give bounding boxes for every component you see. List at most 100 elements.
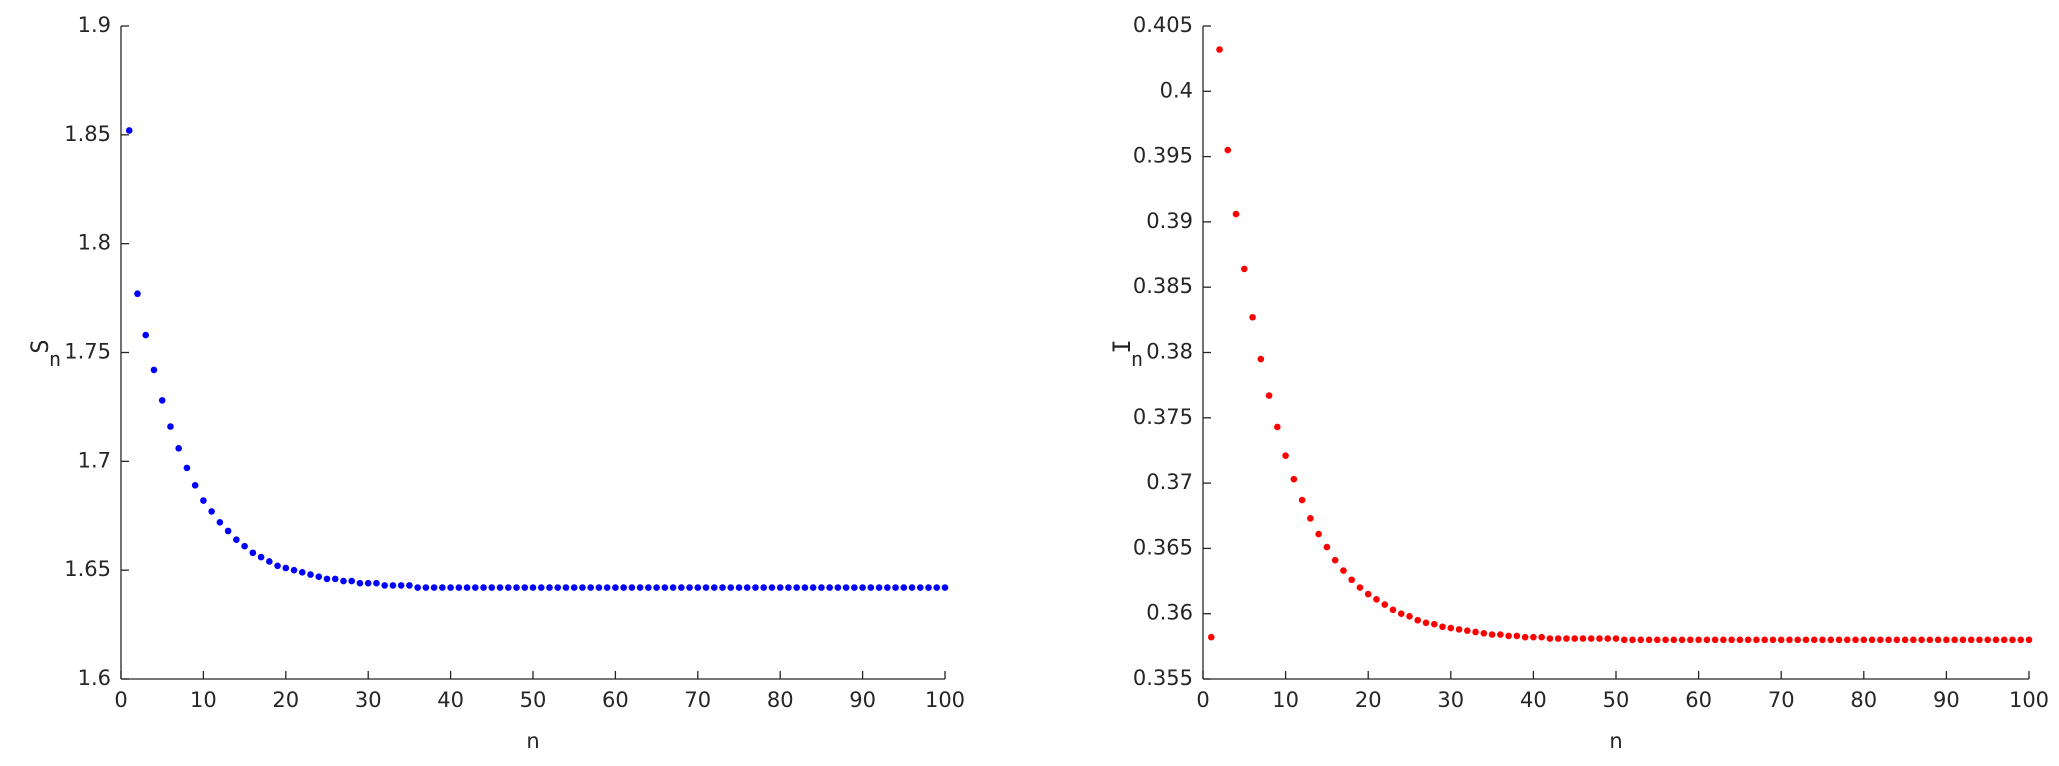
point [348, 577, 356, 585]
point [323, 575, 331, 583]
x-tick-label: 100 [925, 688, 965, 712]
point [488, 584, 496, 591]
point [1447, 624, 1455, 632]
point [1587, 635, 1595, 642]
point [801, 584, 809, 591]
y-tick-label: 0.38 [1146, 340, 1193, 364]
point [1620, 636, 1628, 644]
point [1224, 146, 1232, 154]
point [1703, 636, 1711, 644]
point [414, 584, 421, 591]
point [1513, 632, 1521, 640]
chart: 1.6 1.65 1.7 1.75 1.8 1.85 1.9 0 10 20 30 40 50 60 70 8… [26, 13, 965, 753]
x-axis-label: n [1609, 729, 1622, 753]
chart: 0.355 0.36 0.365 0.37 0.375 0.38 0.385 0.39 0.39… [1108, 13, 2049, 753]
y-tick-label: 1.65 [64, 557, 111, 581]
point [1860, 636, 1868, 644]
point [908, 584, 916, 591]
point [1546, 635, 1554, 642]
point [546, 584, 553, 591]
point [1868, 636, 1876, 644]
point [587, 584, 594, 591]
point [1835, 636, 1843, 644]
point [1819, 636, 1826, 644]
point [521, 584, 529, 591]
y-tick-label: 0.405 [1133, 13, 1193, 37]
x-tick-label: 0 [1196, 688, 1209, 712]
x-tick-label: 10 [190, 688, 217, 712]
point [249, 549, 257, 557]
point [430, 584, 438, 591]
point [776, 584, 784, 591]
point [274, 562, 281, 570]
point [562, 584, 570, 591]
point [1579, 635, 1587, 642]
point [158, 397, 166, 404]
point [480, 584, 487, 591]
point [183, 464, 191, 472]
x-tick-label: 60 [1685, 688, 1712, 712]
point [125, 127, 133, 134]
point [603, 584, 611, 591]
point [1720, 636, 1727, 644]
x-axis-label: n [526, 729, 539, 753]
x-tick-label: 40 [1520, 688, 1547, 712]
point [678, 584, 685, 591]
point [331, 575, 339, 583]
point [1274, 423, 1281, 431]
y-axis-label-subscript: n [49, 347, 61, 371]
point [364, 579, 372, 587]
point [389, 582, 397, 589]
point [595, 584, 603, 591]
point [282, 564, 290, 572]
point [1728, 636, 1735, 644]
point [1323, 543, 1331, 551]
point [1455, 626, 1463, 633]
point [463, 584, 471, 591]
point [867, 584, 875, 591]
point [1786, 636, 1793, 644]
x-tick-label: 80 [767, 688, 794, 712]
point [743, 584, 751, 591]
point [1430, 620, 1438, 628]
point [1232, 210, 1240, 218]
point [620, 584, 627, 591]
point [1422, 619, 1430, 627]
y-axis-label-subscript: n [1131, 347, 1143, 371]
point [1290, 475, 1298, 483]
point [1604, 635, 1612, 642]
point [768, 584, 776, 591]
point [1645, 636, 1653, 644]
point [1563, 635, 1570, 642]
point [422, 584, 430, 591]
point [257, 553, 265, 561]
point [439, 584, 446, 591]
y-tick-label: 0.365 [1133, 535, 1193, 559]
x-tick-label: 50 [1603, 688, 1630, 712]
point [1827, 636, 1835, 644]
point [661, 584, 669, 591]
point [1893, 636, 1901, 644]
point [1794, 636, 1802, 644]
point [1670, 636, 1678, 644]
point [941, 584, 949, 591]
point [1976, 636, 1983, 644]
x-tick-label: 90 [849, 688, 876, 712]
point [752, 584, 759, 591]
point [340, 577, 347, 585]
point [1943, 636, 1950, 644]
point [1554, 635, 1562, 642]
point [496, 584, 504, 591]
point [1207, 633, 1215, 641]
point [554, 584, 562, 591]
point [216, 518, 224, 526]
point [1662, 636, 1669, 644]
x-tick-label: 20 [1355, 688, 1382, 712]
point [1373, 596, 1380, 603]
point [1926, 636, 1934, 644]
point [1637, 636, 1645, 644]
x-tick-label: 30 [355, 688, 382, 712]
point [472, 584, 479, 591]
point [859, 584, 866, 591]
